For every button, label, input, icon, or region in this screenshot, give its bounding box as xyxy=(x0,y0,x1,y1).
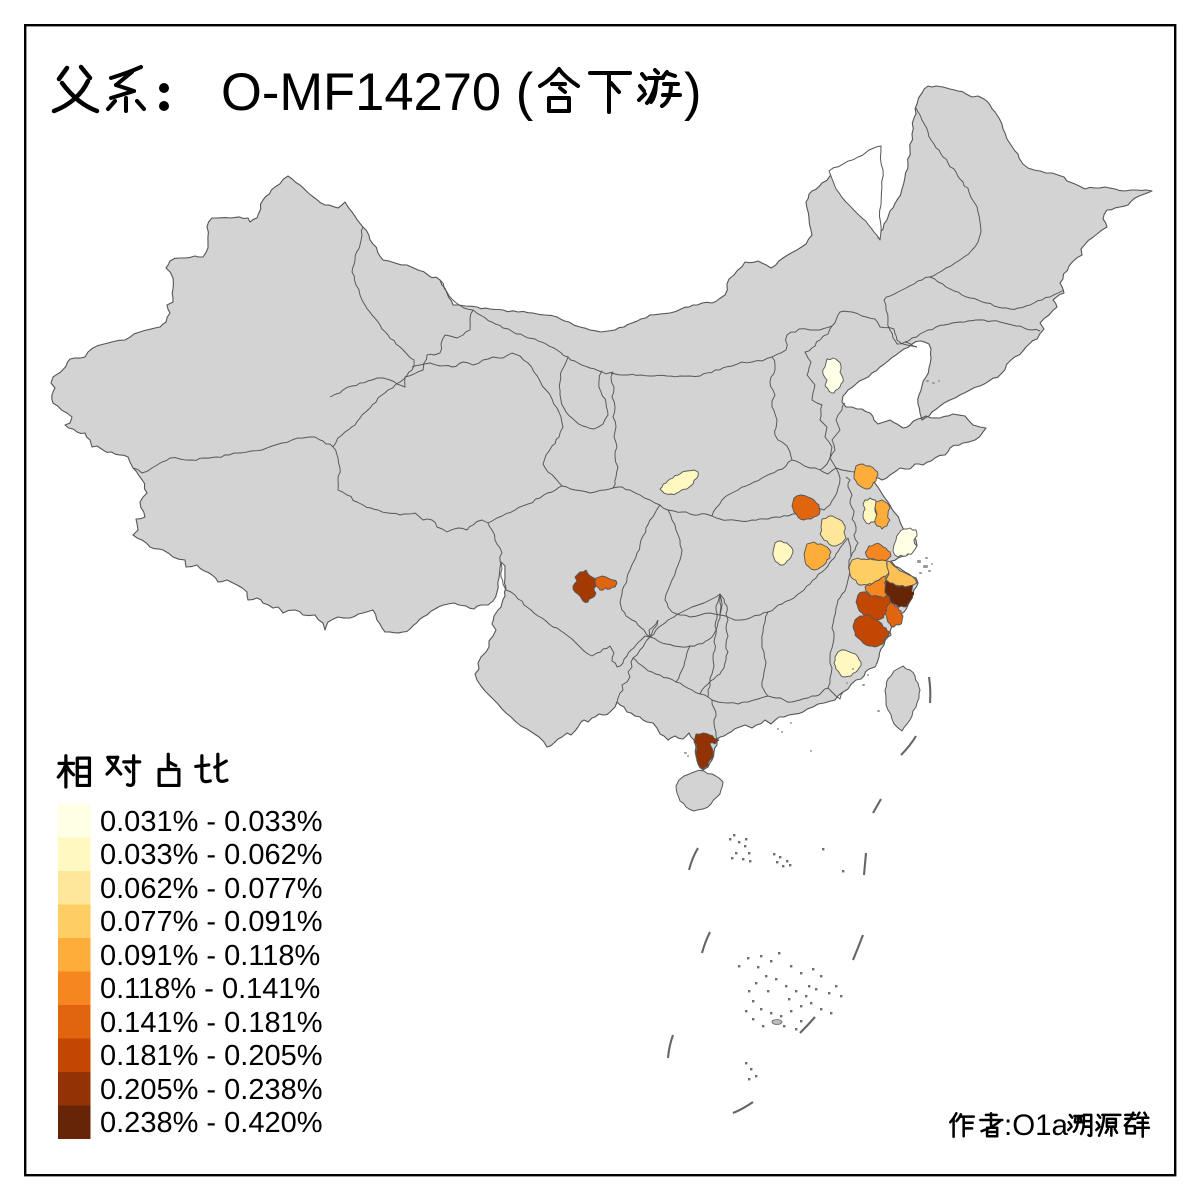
svg-text:0.077% - 0.091%: 0.077% - 0.091% xyxy=(100,906,322,938)
svg-text:): ) xyxy=(684,63,701,122)
svg-text:0.091% - 0.118%: 0.091% - 0.118% xyxy=(100,940,320,972)
svg-text:O-MF14270 (: O-MF14270 ( xyxy=(221,63,534,122)
svg-text:0.181% - 0.205%: 0.181% - 0.205% xyxy=(100,1040,322,1072)
svg-text:0.033% - 0.062%: 0.033% - 0.062% xyxy=(100,839,322,871)
svg-text:0.238% - 0.420%: 0.238% - 0.420% xyxy=(100,1107,322,1139)
svg-text:0.118% - 0.141%: 0.118% - 0.141% xyxy=(100,973,320,1005)
svg-text:0.205% - 0.238%: 0.205% - 0.238% xyxy=(100,1074,322,1106)
svg-text::O1a: :O1a xyxy=(1004,1109,1069,1142)
svg-text:0.031% - 0.033%: 0.031% - 0.033% xyxy=(100,806,322,838)
svg-text:0.141% - 0.181%: 0.141% - 0.181% xyxy=(100,1007,322,1039)
svg-text:0.062% - 0.077%: 0.062% - 0.077% xyxy=(100,873,322,905)
